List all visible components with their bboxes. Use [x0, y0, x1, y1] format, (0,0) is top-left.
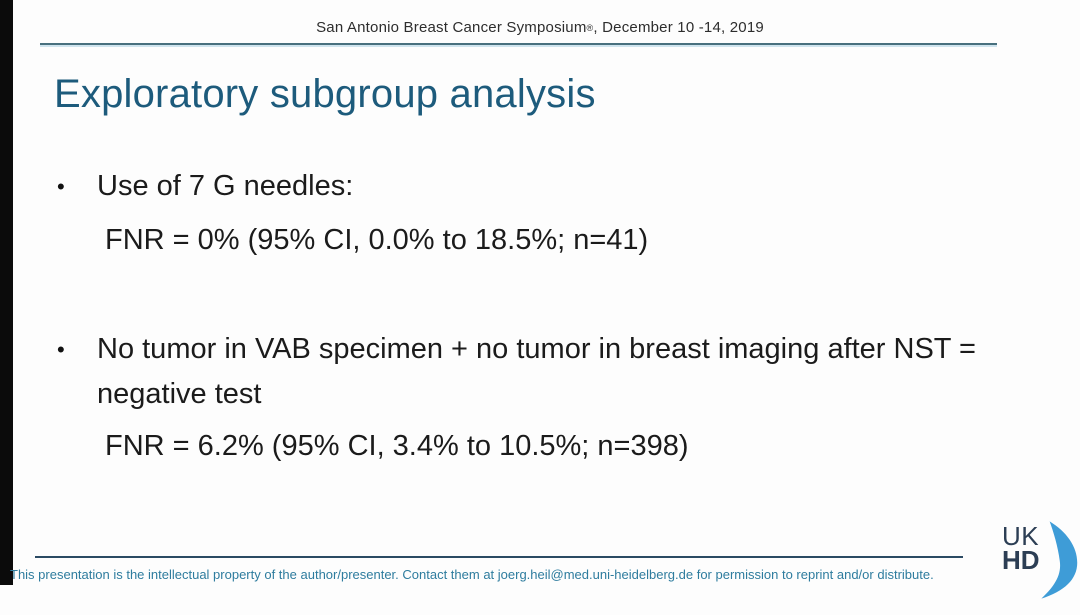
- bullet-text: No tumor in VAB specimen + no tumor in b…: [97, 333, 976, 410]
- logo-line-uk: UK: [1002, 521, 1040, 551]
- footer-disclaimer: This presentation is the intellectual pr…: [10, 567, 934, 582]
- fnr-result-needles: FNR = 0% (95% CI, 0.0% to 18.5%; n=41): [105, 224, 649, 256]
- registered-mark: ®: [586, 23, 594, 33]
- bullet-text: Use of 7 G needles:: [97, 170, 354, 202]
- bullet-item-no-tumor: • No tumor in VAB specimen + no tumor in…: [57, 327, 1047, 417]
- header-divider: [40, 43, 997, 45]
- logo-swoosh-icon: [1041, 521, 1078, 599]
- conference-dates: , December 10 -14, 2019: [593, 19, 764, 36]
- logo-line-hd: HD: [1002, 545, 1040, 575]
- ukhd-logo: UK HD: [1000, 518, 1080, 604]
- ukhd-logo-text: UK HD: [1002, 521, 1040, 575]
- left-edge-scan-bar: [0, 0, 13, 585]
- footer-divider: [35, 556, 963, 558]
- bullet-item-needles: • Use of 7 G needles:: [57, 164, 353, 209]
- bullet-marker: •: [57, 174, 65, 199]
- conference-header: San Antonio Breast Cancer Symposium®, De…: [0, 19, 1080, 36]
- fnr-result-no-tumor: FNR = 6.2% (95% CI, 3.4% to 10.5%; n=398…: [105, 430, 689, 462]
- conference-title: San Antonio Breast Cancer Symposium: [316, 19, 587, 36]
- page-title: Exploratory subgroup analysis: [54, 72, 596, 116]
- bullet-marker: •: [57, 337, 65, 362]
